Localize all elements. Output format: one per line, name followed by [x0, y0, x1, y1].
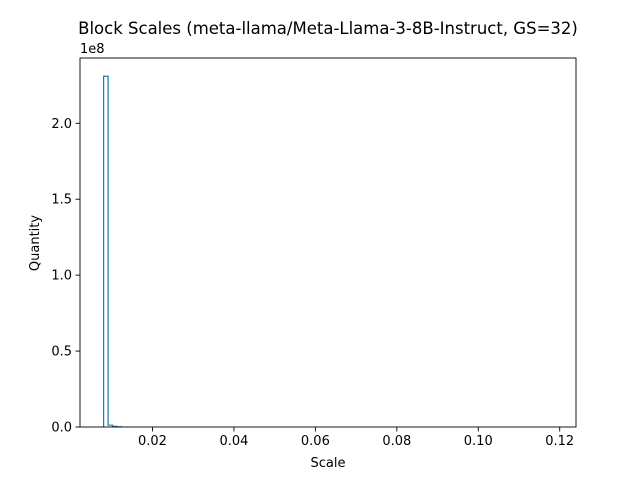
- y-tick-label: 2.0: [51, 117, 72, 132]
- x-tick-label: 0.06: [301, 434, 330, 449]
- x-tick-label: 0.12: [545, 434, 574, 449]
- x-tick-label: 0.10: [464, 434, 493, 449]
- y-tick-label: 1.0: [51, 269, 72, 284]
- plot-frame: [79, 57, 577, 428]
- y-tick-label: 1.5: [51, 193, 72, 208]
- x-tick-label: 0.08: [382, 434, 411, 449]
- plot-area: 0.02 0.04 0.06 0.08 0.10 0.12 0.0 0.5 1.0 1.5 2.0: [51, 57, 577, 449]
- chart-title: Block Scales (meta-llama/Meta-Llama-3-8B…: [78, 19, 578, 38]
- x-tick-label: 0.04: [219, 434, 248, 449]
- x-tick-label: 0.02: [138, 434, 167, 449]
- y-tick-label: 0.0: [51, 421, 72, 436]
- y-tick-label: 0.5: [51, 345, 72, 360]
- x-axis-label: Scale: [311, 456, 346, 471]
- y-offset-label: 1e8: [80, 42, 105, 57]
- y-axis-label: Quantity: [28, 215, 43, 271]
- histogram-step-line: [103, 75, 123, 428]
